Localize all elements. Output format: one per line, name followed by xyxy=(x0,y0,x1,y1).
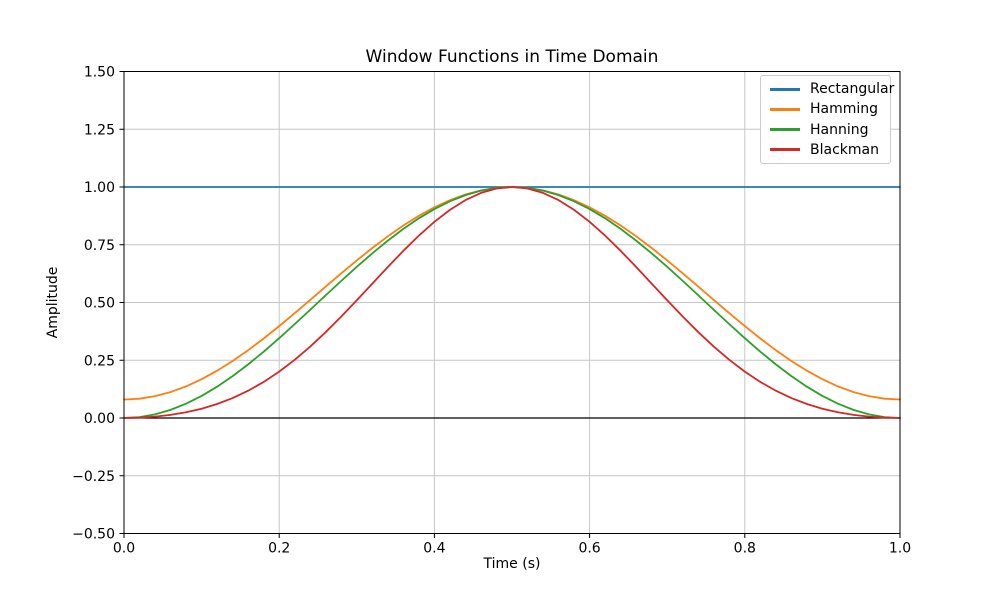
series-lines xyxy=(123,186,901,419)
legend-label: Blackman xyxy=(810,141,879,158)
x-tick-label: 0.0 xyxy=(113,541,135,557)
y-tick-label: 0.75 xyxy=(84,238,115,254)
legend-line-sample xyxy=(770,87,800,91)
y-tick-label: 1.00 xyxy=(84,180,115,196)
x-tick-label: 0.2 xyxy=(268,541,290,557)
legend: Rectangular Hamming Hanning Blackman xyxy=(760,75,894,164)
legend-label: Hamming xyxy=(810,101,879,118)
legend-item-hanning: Hanning xyxy=(770,120,890,140)
series-line-blackman xyxy=(123,186,901,419)
tick-labels: 0.0 0.2 0.4 0.6 0.8 1.0 −0.50 −0.25 0.00 0.25 0.50… xyxy=(72,65,911,557)
x-tick-label: 0.4 xyxy=(423,541,445,557)
x-tick-label: 0.6 xyxy=(578,541,600,557)
y-tick-label: 0.00 xyxy=(84,411,115,427)
axis-ticks xyxy=(119,71,901,538)
y-tick-label: 1.50 xyxy=(84,65,115,81)
y-tick-label: −0.25 xyxy=(72,469,115,485)
legend-line-sample xyxy=(770,148,800,152)
y-tick-label: 0.25 xyxy=(84,353,115,369)
chart-title: Window Functions in Time Domain xyxy=(366,47,659,67)
legend-label: Hanning xyxy=(810,121,869,138)
legend-line-sample xyxy=(770,107,800,111)
y-tick-label: −0.50 xyxy=(72,527,115,543)
legend-line-sample xyxy=(770,128,800,132)
legend-item-rectangular: Rectangular xyxy=(770,79,894,99)
legend-item-hamming: Hamming xyxy=(770,99,890,119)
legend-item-blackman: Blackman xyxy=(770,140,890,160)
x-tick-label: 1.0 xyxy=(889,541,911,557)
series-line-hamming xyxy=(123,186,901,401)
x-tick-label: 0.8 xyxy=(734,541,756,557)
x-axis-label: Time (s) xyxy=(483,556,541,572)
y-tick-label: 1.25 xyxy=(84,122,115,138)
legend-label: Rectangular xyxy=(810,81,895,98)
y-tick-label: 0.50 xyxy=(84,296,115,312)
y-axis-label: Amplitude xyxy=(45,267,61,339)
